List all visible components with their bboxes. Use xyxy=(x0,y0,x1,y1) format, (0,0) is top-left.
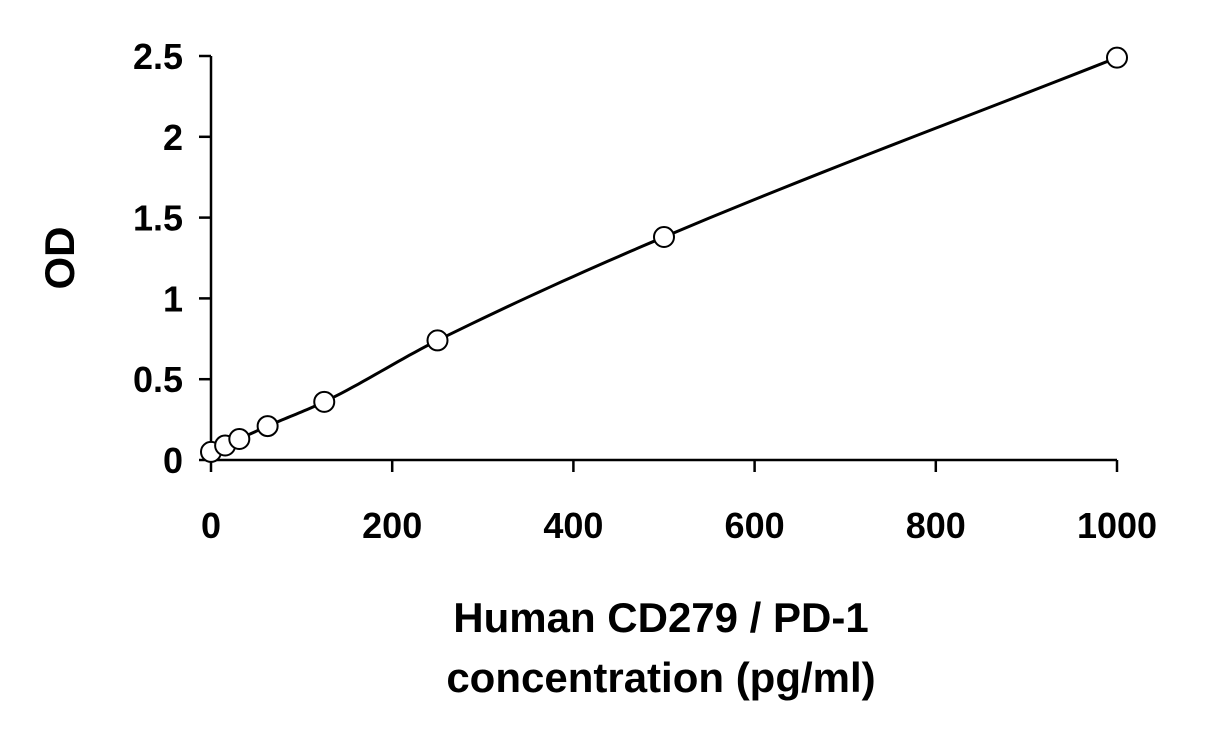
y-tick-label: 2.5 xyxy=(133,36,183,77)
data-markers xyxy=(200,46,1128,463)
y-tick-label: 0 xyxy=(163,440,183,481)
x-tick-label: 0 xyxy=(201,505,221,546)
data-point xyxy=(426,329,449,352)
data-point xyxy=(653,225,675,248)
plot-area xyxy=(200,46,1128,463)
y-axis-title: OD xyxy=(36,227,83,290)
y-tick-label: 1.5 xyxy=(133,198,183,239)
x-axis-title-line-1: Human CD279 / PD-1 xyxy=(453,594,868,641)
x-tick-label: 800 xyxy=(906,505,966,546)
fit-curve xyxy=(210,56,1118,454)
data-point xyxy=(256,415,279,438)
data-point xyxy=(228,427,251,450)
x-tick-label: 1000 xyxy=(1077,505,1157,546)
x-tick-label: 600 xyxy=(725,505,785,546)
axes xyxy=(209,56,1117,462)
x-axis-title-line-2: concentration (pg/ml) xyxy=(446,654,875,701)
y-tick-label: 2 xyxy=(163,117,183,158)
y-ticks: 0 0.5 1 1.5 2 2.5 xyxy=(133,36,211,481)
y-tick-label: 0.5 xyxy=(133,359,183,400)
x-tick-label: 400 xyxy=(543,505,603,546)
y-tick-label: 1 xyxy=(163,278,183,319)
x-ticks: 0 200 400 600 800 1000 xyxy=(201,460,1157,546)
data-point xyxy=(313,390,336,413)
x-tick-label: 200 xyxy=(362,505,422,546)
data-point xyxy=(1106,46,1128,69)
